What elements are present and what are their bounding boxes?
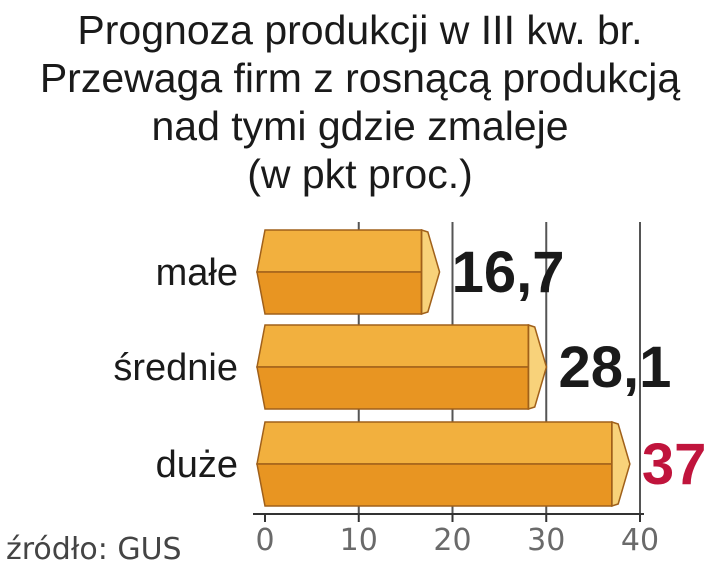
x-tick-label-0: 0 bbox=[255, 523, 274, 558]
title-line-1: Prognoza produkcji w III kw. br. bbox=[77, 7, 643, 53]
bar-face-bottom-0 bbox=[256, 271, 423, 315]
bar-face-bottom-1 bbox=[256, 366, 530, 410]
category-label-1: średnie bbox=[113, 347, 238, 389]
bar-face-top-0 bbox=[256, 229, 423, 273]
x-tick-label-10: 10 bbox=[340, 523, 378, 558]
x-tick-label-20: 20 bbox=[433, 523, 471, 558]
title-line-3: nad tymi gdzie zmaleje bbox=[151, 103, 569, 149]
category-label-0: małe bbox=[156, 252, 238, 294]
bar-cap-2 bbox=[611, 420, 631, 508]
bars bbox=[256, 228, 631, 508]
bar-face-bottom-2 bbox=[256, 463, 613, 507]
bar-0 bbox=[256, 228, 441, 316]
value-label-2: 37 bbox=[642, 432, 707, 497]
chart-title: Prognoza produkcji w III kw. br. Przewag… bbox=[0, 6, 720, 198]
category-label-2: duże bbox=[156, 444, 238, 486]
value-label-1: 28,1 bbox=[558, 335, 671, 400]
bar-1 bbox=[256, 323, 548, 411]
bar-face-top-2 bbox=[256, 421, 613, 465]
title-line-2: Przewaga firm z rosnącą produkcją bbox=[39, 55, 681, 101]
bar-face-top-1 bbox=[256, 324, 530, 368]
x-axis: 0 10 20 30 40 bbox=[253, 513, 659, 558]
title-line-4: (w pkt proc.) bbox=[247, 151, 473, 197]
source-note: źródło: GUS bbox=[6, 532, 182, 567]
x-tick-label-40: 40 bbox=[621, 523, 659, 558]
bar-cap-0 bbox=[420, 228, 441, 316]
labels: małe średnie duże 16,7 28,1 37 bbox=[113, 240, 706, 497]
bar-2 bbox=[256, 420, 631, 508]
bar-cap-1 bbox=[527, 323, 548, 411]
value-label-0: 16,7 bbox=[452, 240, 565, 305]
x-tick-label-30: 30 bbox=[527, 523, 565, 558]
